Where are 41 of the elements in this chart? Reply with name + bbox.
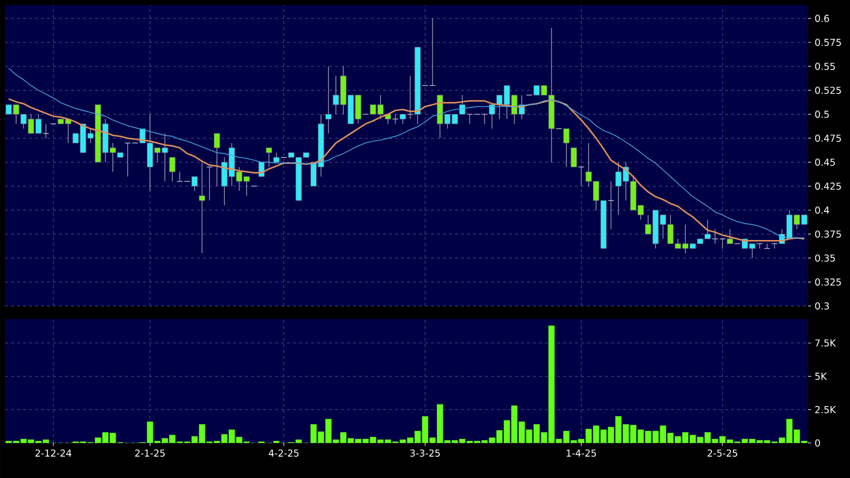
candlestick xyxy=(169,157,176,182)
y-tick-label: 7.5K xyxy=(815,339,836,347)
candlestick xyxy=(206,166,213,201)
y-tick-label: 0.55 xyxy=(815,62,835,70)
x-tick-label: 1-4-25 xyxy=(566,450,596,457)
y-tick-label: 0.35 xyxy=(815,254,835,262)
x-tick-label: 2-12-24 xyxy=(35,450,72,457)
y-tick-label: 2.5K xyxy=(815,406,836,414)
y-tick-label: 0.4 xyxy=(815,206,830,214)
y-tick-label: 0.325 xyxy=(815,278,841,286)
y-tick-label: 0.6 xyxy=(815,14,830,22)
candlestick xyxy=(563,128,570,168)
candlestick xyxy=(570,147,577,168)
candlestick xyxy=(325,66,332,134)
y-tick-label: 5K xyxy=(815,372,828,380)
y-tick-label: 0.5 xyxy=(815,110,829,118)
candlestick xyxy=(726,228,733,244)
candlestick xyxy=(214,133,220,187)
y-tick-label: 0.575 xyxy=(815,38,841,46)
y-tick-label: 0.45 xyxy=(815,158,835,166)
x-tick-label: 2-5-25 xyxy=(708,450,738,457)
candlestick xyxy=(124,142,131,177)
y-tick-label: 0.525 xyxy=(815,86,841,94)
candlestick xyxy=(266,147,272,168)
x-tick-label: 3-3-25 xyxy=(410,450,440,457)
candlestick xyxy=(176,171,183,182)
candlestick xyxy=(400,114,406,124)
y-tick-label: 0.3 xyxy=(815,302,829,310)
candlestick xyxy=(199,162,206,254)
y-tick-label: 0.425 xyxy=(815,182,841,190)
y-tick-label: 0.475 xyxy=(815,134,841,142)
y-tick-label: 0.375 xyxy=(815,230,841,238)
x-tick-label: 2-1-25 xyxy=(135,450,165,457)
candlestick xyxy=(578,166,584,187)
candlestick xyxy=(273,152,280,163)
x-tick-label: 4-2-25 xyxy=(268,450,299,457)
candlestick xyxy=(392,114,399,124)
y-tick-label: 0 xyxy=(815,439,820,447)
candlestick xyxy=(42,124,50,139)
candlestick xyxy=(192,176,198,192)
candlestick xyxy=(608,181,614,230)
